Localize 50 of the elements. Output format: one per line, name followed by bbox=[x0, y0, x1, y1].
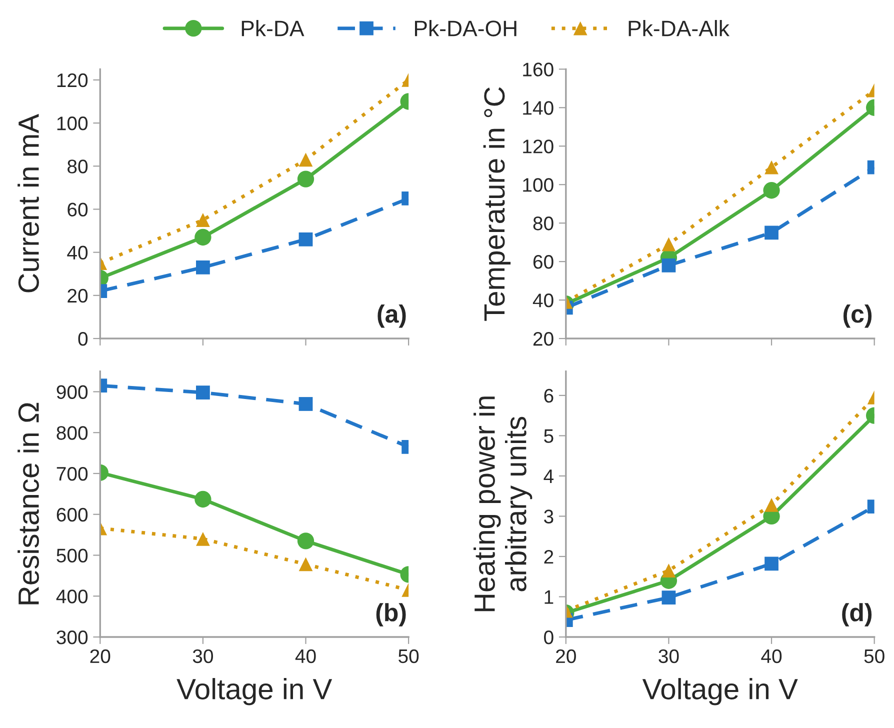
y-tick-label: 140 bbox=[523, 101, 554, 115]
x-tick-label: 50 bbox=[398, 649, 419, 664]
y-tick-label: 2 bbox=[544, 550, 554, 564]
legend-label: Pk-DA bbox=[242, 20, 304, 36]
annotation: (d) bbox=[842, 603, 872, 626]
y-tick-label: 60 bbox=[533, 255, 554, 269]
x-tick-label: 20 bbox=[90, 649, 110, 664]
y-tick-label: 20 bbox=[68, 288, 88, 303]
x-axis-title: Voltage in V bbox=[642, 678, 798, 706]
y-tick-label: 120 bbox=[57, 73, 88, 88]
y-tick-label: 20 bbox=[533, 332, 554, 346]
y-tick-label: 300 bbox=[56, 630, 88, 644]
y-tick-label: 6 bbox=[544, 388, 554, 403]
y-tick-label: 600 bbox=[56, 508, 88, 522]
y-tick-label: 160 bbox=[523, 62, 554, 76]
y-tick-label: 60 bbox=[68, 202, 88, 216]
y-tick-label: 0 bbox=[78, 332, 88, 346]
annotation: (a) bbox=[378, 304, 406, 328]
y-tick-label: 5 bbox=[544, 429, 554, 443]
y-tick-label: 1 bbox=[544, 590, 554, 604]
y-axis-title: Heating power in arbitrary units bbox=[474, 396, 532, 612]
y-axis-title: Current in mA bbox=[18, 114, 40, 292]
x-tick-label: 50 bbox=[864, 649, 884, 664]
y-tick-label: 4 bbox=[544, 470, 554, 484]
y-tick-label: 100 bbox=[57, 116, 88, 130]
annotation: (b) bbox=[376, 603, 406, 626]
y-tick-label: 40 bbox=[67, 246, 88, 260]
y-tick-label: 500 bbox=[56, 548, 88, 562]
y-tick-label: 700 bbox=[56, 466, 88, 481]
y-tick-label: 100 bbox=[523, 178, 554, 192]
y-axis-title: Resistance in Ω bbox=[18, 402, 40, 604]
y-tick-label: 80 bbox=[68, 160, 88, 174]
y-tick-label: 120 bbox=[523, 140, 554, 154]
x-axis-title: Voltage in V bbox=[176, 678, 332, 706]
y-tick-label: 0 bbox=[544, 630, 554, 644]
y-tick-label: 400 bbox=[56, 590, 88, 604]
y-tick-label: 40 bbox=[532, 294, 554, 308]
x-tick-label: 20 bbox=[556, 649, 576, 664]
legend-label: Pk-DA-Alk bbox=[628, 20, 730, 36]
y-axis-title: Temperature in °C bbox=[483, 87, 511, 321]
y-tick-label: 3 bbox=[544, 510, 554, 524]
y-tick-label: 900 bbox=[56, 385, 88, 399]
legend-label: Pk-DA-OH bbox=[414, 20, 516, 36]
x-tick-label: 30 bbox=[658, 649, 679, 664]
x-tick-label: 30 bbox=[192, 649, 213, 664]
annotation: (c) bbox=[843, 304, 872, 328]
y-tick-label: 800 bbox=[56, 426, 88, 440]
y-tick-label: 80 bbox=[533, 216, 554, 230]
x-tick-label: 40 bbox=[295, 649, 316, 664]
x-tick-label: 40 bbox=[761, 649, 782, 664]
